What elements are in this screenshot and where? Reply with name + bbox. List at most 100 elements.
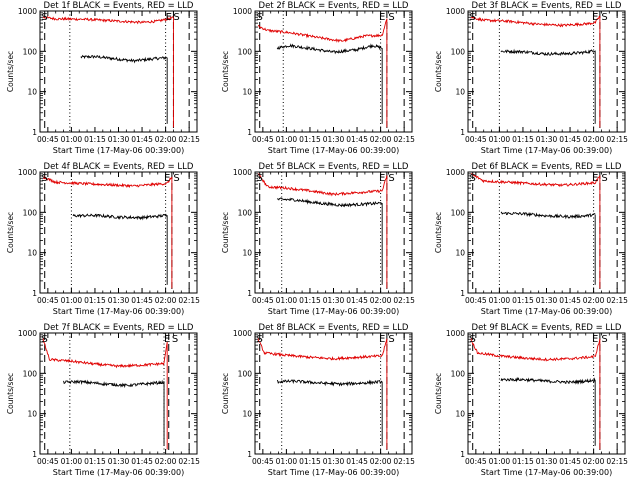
plot-frame (467, 10, 626, 133)
x-tick-label: 02:15 (606, 135, 628, 144)
events-series-line (63, 379, 165, 389)
chart-title: Det 3f BLACK = Events, RED = LLD (472, 1, 622, 11)
chart-panel-2: Det 2f BLACK = Events, RED = LLD 1 10 100 10… (221, 1, 415, 155)
x-axis-label: Start Time (17-May-06 00:39:00) (53, 468, 184, 477)
x-tick-label: 01:00 (61, 457, 83, 466)
y-tick-label: 1 (32, 289, 37, 298)
y-tick-label: 1000 (18, 329, 37, 338)
y-tick-label: 10 (27, 88, 37, 97)
y-tick-label: 1000 (446, 168, 465, 177)
x-tick-label: 02:00 (155, 296, 177, 305)
segment-marker-label: E (164, 334, 170, 345)
x-tick-label: 02:15 (606, 296, 628, 305)
segment-marker-label: E (164, 173, 170, 184)
segment-marker-label: S (173, 173, 179, 184)
y-tick-label: 1 (460, 450, 465, 459)
x-axis-label: Start Time (17-May-06 00:39:00) (481, 307, 612, 316)
x-axis-label: Start Time (17-May-06 00:39:00) (53, 307, 184, 316)
lld-series-line (42, 175, 172, 189)
y-tick-label: 100 (23, 369, 38, 378)
chart-title: Det 7f BLACK = Events, RED = LLD (44, 323, 194, 333)
x-tick-label: 02:15 (393, 296, 415, 305)
segment-marker-label: S (42, 173, 48, 184)
chart-panel-7: Det 7f BLACK = Events, RED = LLD 1 10 100 10… (6, 323, 200, 477)
segment-marker-label: S (388, 173, 394, 184)
y-axis-label: Counts/sec (434, 51, 443, 92)
x-axis-label: Start Time (17-May-06 00:39:00) (481, 146, 612, 155)
x-tick-label: 01:00 (61, 296, 83, 305)
segment-marker-label: E (379, 12, 385, 23)
x-tick-label: 01:45 (131, 457, 153, 466)
y-tick-label: 1 (460, 289, 465, 298)
x-tick-label: 01:45 (346, 457, 368, 466)
y-tick-label: 10 (27, 249, 37, 258)
x-tick-label: 01:45 (131, 135, 153, 144)
segment-marker-label: S (42, 12, 48, 23)
segment-marker-label: S (172, 334, 178, 345)
x-tick-label: 01:30 (536, 457, 558, 466)
plot-frame (467, 171, 626, 294)
lld-series-line (258, 19, 388, 43)
segment-marker-label: S (257, 12, 263, 23)
x-axis-label: Start Time (17-May-06 00:39:00) (481, 468, 612, 477)
x-tick-label: 00:45 (465, 296, 487, 305)
chart-panel-3: Det 3f BLACK = Events, RED = LLD 1 10 100 10… (434, 1, 628, 155)
x-tick-label: 01:30 (323, 135, 345, 144)
x-tick-label: 01:15 (512, 457, 534, 466)
y-tick-label: 100 (238, 208, 253, 217)
chart-panel-5: Det 5f BLACK = Events, RED = LLD 1 10 100 10… (221, 162, 415, 316)
x-tick-label: 01:30 (108, 457, 130, 466)
events-series-line (500, 48, 596, 57)
chart-title: Det 2f BLACK = Events, RED = LLD (259, 1, 409, 11)
segment-marker-label: E (379, 334, 385, 345)
y-tick-label: 1000 (233, 7, 252, 16)
x-axis-label: Start Time (17-May-06 00:39:00) (53, 146, 184, 155)
segment-marker-label: S (601, 12, 607, 23)
segment-marker-label: E (166, 12, 172, 23)
segment-marker-label: E (379, 173, 385, 184)
x-tick-label: 01:00 (61, 135, 83, 144)
x-tick-label: 01:15 (299, 135, 321, 144)
y-tick-label: 10 (455, 249, 465, 258)
x-tick-label: 01:15 (84, 135, 106, 144)
y-tick-label: 100 (451, 369, 466, 378)
x-tick-label: 01:45 (559, 457, 581, 466)
x-tick-label: 01:45 (346, 135, 368, 144)
plot-frame (467, 332, 626, 455)
x-tick-label: 02:00 (370, 296, 392, 305)
x-tick-label: 00:45 (465, 135, 487, 144)
y-tick-label: 1 (460, 128, 465, 137)
y-tick-label: 1 (247, 450, 252, 459)
y-tick-label: 1 (247, 128, 252, 137)
events-series-line (276, 43, 383, 55)
y-axis-label: Counts/sec (221, 373, 230, 414)
x-tick-label: 02:15 (178, 296, 200, 305)
x-tick-label: 01:30 (323, 457, 345, 466)
x-tick-label: 02:15 (393, 135, 415, 144)
plot-frame (39, 332, 198, 455)
y-tick-label: 10 (455, 88, 465, 97)
lld-series-line (42, 337, 168, 369)
x-tick-label: 02:15 (178, 135, 200, 144)
x-tick-label: 01:45 (559, 296, 581, 305)
plot-frame (254, 10, 413, 133)
x-tick-label: 01:15 (299, 296, 321, 305)
x-tick-label: 01:00 (489, 296, 511, 305)
y-tick-label: 10 (242, 88, 252, 97)
x-tick-label: 02:00 (155, 457, 177, 466)
segment-marker-label: S (601, 334, 607, 345)
y-tick-label: 1 (247, 289, 252, 298)
x-tick-label: 01:45 (131, 296, 153, 305)
x-tick-label: 02:15 (606, 457, 628, 466)
x-tick-label: 01:15 (84, 457, 106, 466)
x-tick-label: 02:15 (393, 457, 415, 466)
chart-title: Det 6f BLACK = Events, RED = LLD (472, 162, 622, 172)
chart-panel-6: Det 6f BLACK = Events, RED = LLD 1 10 100 10… (434, 162, 628, 316)
plot-frame (39, 171, 198, 294)
chart-panel-8: Det 8f BLACK = Events, RED = LLD 1 10 100 10… (221, 323, 415, 477)
x-tick-label: 01:00 (276, 457, 298, 466)
segment-marker-label: S (42, 334, 48, 345)
chart-panel-9: Det 9f BLACK = Events, RED = LLD 1 10 100 10… (434, 323, 628, 477)
y-tick-label: 10 (242, 249, 252, 258)
y-tick-label: 1000 (233, 329, 252, 338)
